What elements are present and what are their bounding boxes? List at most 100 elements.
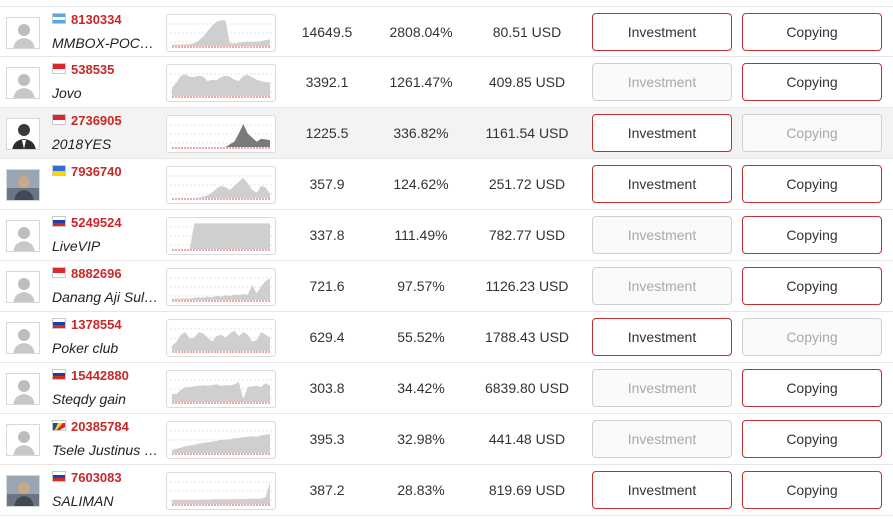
gain-percent: 32.98%	[397, 431, 445, 447]
copying-button[interactable]: Copying	[742, 114, 882, 152]
default-avatar-icon[interactable]	[6, 220, 40, 252]
equity-sparkline[interactable]	[166, 217, 276, 255]
russia-flag-icon	[52, 471, 66, 482]
sparkline-area	[172, 177, 270, 198]
copying-button[interactable]: Copying	[742, 267, 882, 305]
seychelles-flag-icon	[52, 420, 66, 431]
investment-button[interactable]: Investment	[592, 471, 732, 509]
sparkline-area	[172, 381, 270, 402]
investment-button[interactable]: Investment	[592, 369, 732, 407]
investment-button[interactable]: Investment	[592, 13, 732, 51]
points-value: 1225.5	[305, 125, 349, 141]
copying-button[interactable]: Copying	[742, 420, 882, 458]
equity-value: 80.51 USD	[492, 24, 562, 40]
account-number-link[interactable]: 8882696	[71, 266, 122, 281]
gain-percent: 34.42%	[397, 380, 445, 396]
points-value: 357.9	[309, 176, 345, 192]
avatar[interactable]	[6, 169, 40, 201]
gain-percent: 2808.04%	[389, 24, 453, 40]
traders-table: 8130334 MMBOX-POCKETS 14649.5 2808.04% 80.51…	[0, 6, 893, 516]
gain-percent: 55.52%	[397, 329, 445, 345]
copying-button[interactable]: Copying	[742, 165, 882, 203]
investment-button[interactable]: Investment	[592, 420, 732, 458]
default-avatar-icon[interactable]	[6, 271, 40, 303]
equity-value: 782.77 USD	[488, 227, 566, 243]
equity-value: 441.48 USD	[488, 431, 566, 447]
copying-button[interactable]: Copying	[742, 318, 882, 356]
equity-sparkline[interactable]	[166, 472, 276, 510]
copying-button[interactable]: Copying	[742, 216, 882, 254]
equity-sparkline[interactable]	[166, 268, 276, 306]
table-row[interactable]: 7603083 SALIMAN 387.2 28.83% 819.69 USD Inves…	[0, 465, 893, 516]
equity-sparkline[interactable]	[166, 14, 276, 52]
table-row[interactable]: 8130334 MMBOX-POCKETS 14649.5 2808.04% 80.51…	[0, 6, 893, 57]
guatemala-flag-icon	[52, 13, 66, 24]
table-row[interactable]: 538535 Jovo 3392.1 1261.47% 409.85 USD Invest…	[0, 57, 893, 108]
account-number-link[interactable]: 8130334	[71, 12, 122, 27]
account-number-link[interactable]: 2736905	[71, 113, 122, 128]
investment-button[interactable]: Investment	[592, 63, 732, 101]
equity-value: 1161.54 USD	[485, 125, 569, 141]
copying-button[interactable]: Copying	[742, 13, 882, 51]
default-avatar-icon[interactable]	[6, 322, 40, 354]
account-number-link[interactable]: 20385784	[71, 419, 129, 434]
table-row[interactable]: 2736905 2018YES 1225.5 336.82% 1161.54 USD In…	[0, 108, 893, 159]
equity-value: 1126.23 USD	[485, 278, 569, 294]
default-avatar-icon[interactable]	[6, 424, 40, 456]
table-row[interactable]: 15442880 Steqdy gain 303.8 34.42% 6839.80 US…	[0, 363, 893, 414]
equity-value: 819.69 USD	[488, 482, 566, 498]
avatar[interactable]	[6, 118, 40, 150]
points-value: 303.8	[309, 380, 345, 396]
sparkline-area	[172, 20, 270, 46]
sparkline-area	[172, 74, 270, 96]
copying-button[interactable]: Copying	[742, 369, 882, 407]
points-value: 721.6	[309, 278, 345, 294]
trader-nickname: Steqdy gain	[52, 391, 126, 407]
table-row[interactable]: 5249524 LiveVIP 337.8 111.49% 782.77 USD Inve…	[0, 210, 893, 261]
points-value: 629.4	[309, 329, 345, 345]
gain-percent: 124.62%	[393, 176, 449, 192]
investment-button[interactable]: Investment	[592, 216, 732, 254]
table-row[interactable]: 8882696 Danang Aji Sulistyo 721.6 97.57% 112…	[0, 261, 893, 312]
investment-button[interactable]: Investment	[592, 318, 732, 356]
equity-sparkline[interactable]	[166, 421, 276, 459]
equity-sparkline[interactable]	[166, 370, 276, 408]
trader-nickname: Tsele Justinus Nel	[52, 442, 160, 458]
gain-percent: 111.49%	[394, 227, 448, 243]
table-row[interactable]: 20385784 Tsele Justinus Nel 395.3 32.98% 441…	[0, 414, 893, 465]
investment-button[interactable]: Investment	[592, 165, 732, 203]
equity-sparkline[interactable]	[166, 319, 276, 357]
investment-button[interactable]: Investment	[592, 114, 732, 152]
gain-percent: 28.83%	[397, 482, 445, 498]
investment-button[interactable]: Investment	[592, 267, 732, 305]
copying-button[interactable]: Copying	[742, 63, 882, 101]
avatar[interactable]	[6, 475, 40, 507]
default-avatar-icon[interactable]	[6, 373, 40, 405]
account-number-link[interactable]: 5249524	[71, 215, 122, 230]
copying-button[interactable]: Copying	[742, 471, 882, 509]
equity-value: 409.85 USD	[488, 74, 566, 90]
equity-sparkline[interactable]	[166, 166, 276, 204]
gain-percent: 97.57%	[397, 278, 445, 294]
points-value: 337.8	[309, 227, 345, 243]
equity-value: 6839.80 USD	[484, 380, 570, 396]
equity-sparkline[interactable]	[166, 115, 276, 153]
table-row[interactable]: 1378554 Poker club 629.4 55.52% 1788.43 USD I…	[0, 312, 893, 363]
trader-nickname: Jovo	[52, 85, 82, 101]
default-avatar-icon[interactable]	[6, 67, 40, 99]
account-number-link[interactable]: 1378554	[71, 317, 122, 332]
indonesia-flag-icon	[52, 114, 66, 125]
russia-flag-icon	[52, 216, 66, 227]
sparkline-area	[172, 330, 270, 351]
default-avatar-icon[interactable]	[6, 17, 40, 49]
account-number-link[interactable]: 15442880	[71, 368, 129, 383]
account-number-link[interactable]: 7936740	[71, 164, 122, 179]
table-row[interactable]: 7936740 357.9 124.62% 251.72 USD Investment C…	[0, 159, 893, 210]
points-value: 387.2	[309, 482, 345, 498]
equity-sparkline[interactable]	[166, 64, 276, 102]
equity-value: 251.72 USD	[488, 176, 566, 192]
account-number-link[interactable]: 538535	[71, 62, 115, 77]
account-number-link[interactable]: 7603083	[71, 470, 122, 485]
russia-flag-icon	[52, 318, 66, 329]
trader-nickname: 2018YES	[52, 136, 112, 152]
